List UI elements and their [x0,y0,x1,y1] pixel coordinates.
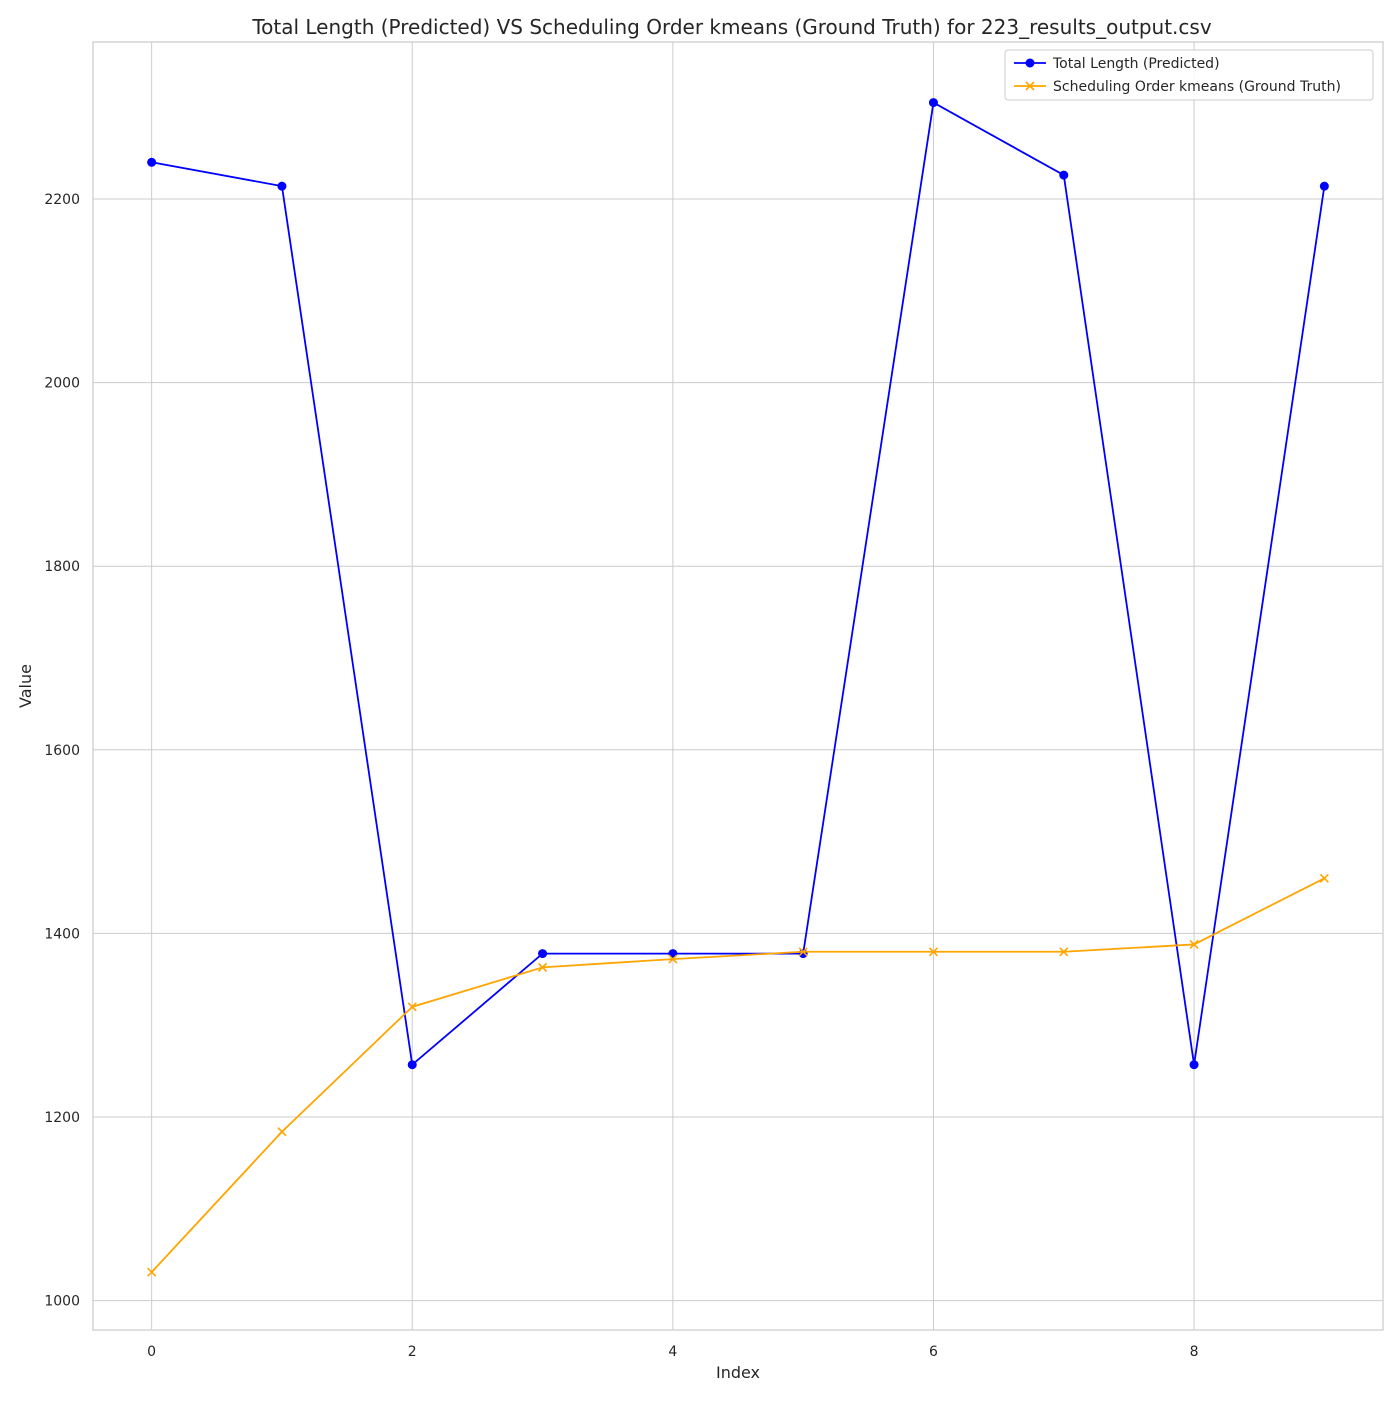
data-point [277,181,287,191]
series-1 [147,873,1329,1277]
data-point [1319,181,1329,191]
y-tick-label: 2000 [44,376,80,392]
legend-marker [1025,81,1035,91]
grid [93,42,1383,1330]
y-tick-label: 1200 [44,1110,80,1126]
tick-labels: 0 2 4 6 8 1000 1200 1400 1600 1800 2000 2200 [44,192,1198,1360]
y-tick-label: 2200 [44,192,80,208]
data-point [1319,873,1329,883]
data-point [407,1002,417,1012]
x-tick-label: 8 [1190,1344,1199,1360]
data-point [1189,1060,1199,1070]
y-tick-label: 1800 [44,559,80,575]
legend-label: Total Length (Predicted) [1052,56,1220,72]
data-point [1059,170,1069,180]
x-tick-label: 4 [668,1344,677,1360]
data-point [407,1060,417,1070]
chart-title: Total Length (Predicted) VS Scheduling O… [251,15,1212,39]
data-point [147,157,157,167]
data-point [928,98,938,108]
y-tick-label: 1400 [44,926,80,942]
data-point [538,949,548,959]
legend-label: Scheduling Order kmeans (Ground Truth) [1053,79,1341,95]
plot-frame [92,41,1384,1331]
data-point [798,949,808,959]
y-axis-label: Value [16,664,35,708]
data-point [147,1267,157,1277]
data-point [668,954,678,964]
legend-entry: Total Length (Predicted) [1014,56,1220,72]
data-point [1189,939,1199,949]
legend: Total Length (Predicted) Scheduling Order… [1004,49,1374,101]
x-tick-label: 0 [147,1344,156,1360]
x-tick-label: 2 [408,1344,417,1360]
legend-entry: Scheduling Order kmeans (Ground Truth) [1014,79,1341,95]
data-point [1059,947,1069,957]
data-point [798,947,808,957]
data-point [537,962,548,972]
legend-entries: Total Length (Predicted) Scheduling Order… [1014,56,1341,95]
data-point [928,947,939,957]
series-line [150,877,1325,1273]
x-axis-label: Index [716,1363,760,1382]
y-tick-label: 1000 [44,1294,80,1310]
legend-marker [1025,58,1035,68]
y-tick-label: 1600 [44,743,80,759]
series-line [151,101,1326,1067]
data-point [277,1127,287,1137]
legend-box [1004,49,1374,101]
series-layer [147,98,1329,1277]
x-tick-label: 6 [929,1344,938,1360]
series-0 [147,98,1329,1070]
